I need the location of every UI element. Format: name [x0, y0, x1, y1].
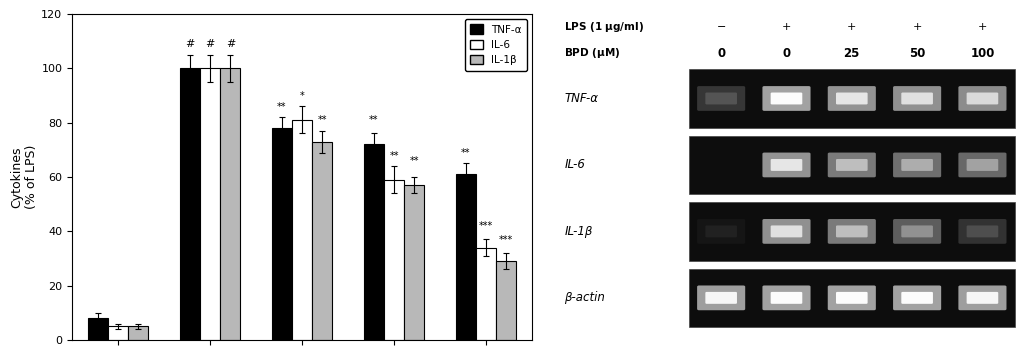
Bar [128, 327, 148, 340]
FancyBboxPatch shape [966, 159, 998, 171]
Bar [272, 128, 291, 340]
FancyBboxPatch shape [770, 93, 802, 104]
FancyBboxPatch shape [762, 153, 811, 177]
Bar [496, 261, 516, 340]
FancyBboxPatch shape [828, 153, 875, 177]
FancyBboxPatch shape [836, 159, 867, 171]
Bar [476, 248, 496, 340]
Bar [108, 327, 128, 340]
Text: **: ** [461, 148, 471, 158]
Text: +: + [913, 22, 922, 32]
Text: #: # [226, 39, 235, 49]
Text: 0: 0 [717, 46, 725, 60]
Bar [200, 68, 220, 340]
Y-axis label: Cytokines
(% of LPS): Cytokines (% of LPS) [10, 145, 38, 209]
FancyBboxPatch shape [762, 286, 811, 310]
Bar [688, 136, 1016, 194]
FancyBboxPatch shape [893, 153, 941, 177]
Bar [180, 68, 200, 340]
Bar [688, 69, 1016, 128]
FancyBboxPatch shape [836, 93, 867, 104]
Text: LPS (1 $\mathbf{\mu}$g/ml): LPS (1 $\mathbf{\mu}$g/ml) [564, 20, 644, 34]
Text: −: − [717, 22, 726, 32]
FancyBboxPatch shape [828, 86, 875, 111]
Text: **: ** [410, 156, 419, 166]
Legend: TNF-α, IL-6, IL-1β: TNF-α, IL-6, IL-1β [466, 19, 527, 70]
FancyBboxPatch shape [828, 286, 875, 310]
FancyBboxPatch shape [706, 226, 737, 237]
Text: +: + [977, 22, 987, 32]
FancyBboxPatch shape [770, 226, 802, 237]
Bar [88, 318, 108, 340]
FancyBboxPatch shape [762, 86, 811, 111]
FancyBboxPatch shape [958, 86, 1006, 111]
FancyBboxPatch shape [836, 292, 867, 304]
Text: 25: 25 [844, 46, 860, 60]
Text: *: * [300, 91, 305, 101]
Bar [291, 120, 312, 340]
FancyBboxPatch shape [893, 286, 941, 310]
Text: BPD ($\mathbf{\mu}$M): BPD ($\mathbf{\mu}$M) [564, 46, 621, 60]
FancyBboxPatch shape [958, 286, 1006, 310]
Text: 0: 0 [783, 46, 791, 60]
Text: 100: 100 [970, 46, 995, 60]
FancyBboxPatch shape [966, 93, 998, 104]
Bar [455, 174, 476, 340]
FancyBboxPatch shape [697, 219, 746, 244]
Bar [364, 144, 384, 340]
Text: β-actin: β-actin [564, 291, 606, 304]
Bar [404, 185, 424, 340]
Bar [688, 202, 1016, 261]
FancyBboxPatch shape [901, 292, 933, 304]
FancyBboxPatch shape [966, 292, 998, 304]
FancyBboxPatch shape [901, 226, 933, 237]
Text: +: + [782, 22, 791, 32]
Text: #: # [205, 39, 215, 49]
FancyBboxPatch shape [697, 286, 746, 310]
FancyBboxPatch shape [966, 226, 998, 237]
Bar [384, 180, 404, 340]
FancyBboxPatch shape [706, 292, 737, 304]
Text: **: ** [389, 151, 399, 161]
FancyBboxPatch shape [958, 153, 1006, 177]
Bar [688, 269, 1016, 327]
Text: **: ** [369, 115, 379, 125]
Text: ***: *** [479, 221, 493, 231]
Text: **: ** [317, 115, 328, 125]
Text: ***: *** [500, 235, 514, 245]
FancyBboxPatch shape [958, 219, 1006, 244]
Text: **: ** [277, 102, 286, 112]
FancyBboxPatch shape [697, 86, 746, 111]
FancyBboxPatch shape [901, 93, 933, 104]
FancyBboxPatch shape [893, 219, 941, 244]
FancyBboxPatch shape [901, 159, 933, 171]
FancyBboxPatch shape [893, 86, 941, 111]
Text: IL-1β: IL-1β [564, 225, 592, 238]
FancyBboxPatch shape [836, 226, 867, 237]
FancyBboxPatch shape [828, 219, 875, 244]
FancyBboxPatch shape [762, 219, 811, 244]
Bar [312, 142, 333, 340]
Text: IL-6: IL-6 [564, 159, 585, 171]
Text: #: # [185, 39, 195, 49]
FancyBboxPatch shape [706, 93, 737, 104]
Text: TNF-α: TNF-α [564, 92, 598, 105]
FancyBboxPatch shape [770, 159, 802, 171]
Text: +: + [847, 22, 857, 32]
Text: 50: 50 [908, 46, 925, 60]
FancyBboxPatch shape [770, 292, 802, 304]
Bar [220, 68, 240, 340]
